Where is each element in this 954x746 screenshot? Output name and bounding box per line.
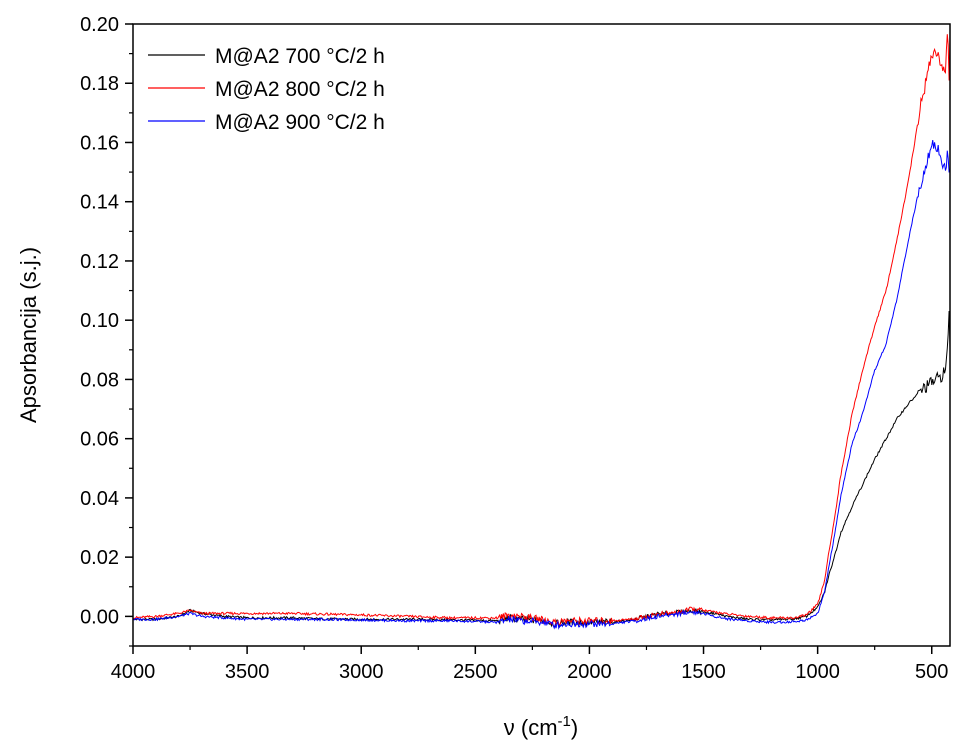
legend-label: M@A2 700 °C/2 h	[215, 45, 385, 68]
legend-label: M@A2 800 °C/2 h	[215, 78, 385, 101]
series-line-1	[132, 311, 951, 628]
y-axis-title: Apsorbancija (s.j.)	[16, 247, 41, 423]
series-layer	[132, 34, 951, 630]
y-tick-label: 0.08	[80, 369, 119, 391]
y-tick-label: 0.10	[80, 310, 119, 332]
x-tick-label: 2000	[567, 661, 612, 683]
y-tick-label: 0.14	[80, 192, 119, 214]
x-tick-label: 3500	[225, 661, 270, 683]
y-tick-label: 0.02	[80, 547, 119, 569]
y-tick-label: 0.06	[80, 429, 119, 451]
x-tick-label: 500	[915, 661, 948, 683]
x-tick-label: 2500	[453, 661, 498, 683]
y-tick-label: 0.20	[80, 14, 119, 36]
legend-label: M@A2 900 °C/2 h	[215, 111, 385, 134]
x-tick-label: 1000	[795, 661, 840, 683]
y-tick-label: 0.12	[80, 251, 119, 273]
series-line-3	[132, 139, 951, 630]
x-axis-title: ν (cm-1)	[504, 713, 578, 740]
x-tick-label: 4000	[111, 661, 156, 683]
tick-layer: 4000 3500 3000 2500 2000 1500 1000 500 0.00 0.02 0…	[80, 14, 948, 683]
x-tick-label: 3000	[339, 661, 384, 683]
plot-frame	[132, 23, 951, 647]
x-tick-label: 1500	[681, 661, 726, 683]
y-tick-label: 0.16	[80, 132, 119, 154]
y-tick-label: 0.04	[80, 488, 119, 510]
legend: M@A2 700 °C/2 h M@A2 800 °C/2 h M@A2 900 °…	[148, 45, 385, 134]
y-tick-label: 0.00	[80, 606, 119, 628]
y-tick-label: 0.18	[80, 73, 119, 95]
series-line-2	[132, 34, 951, 627]
